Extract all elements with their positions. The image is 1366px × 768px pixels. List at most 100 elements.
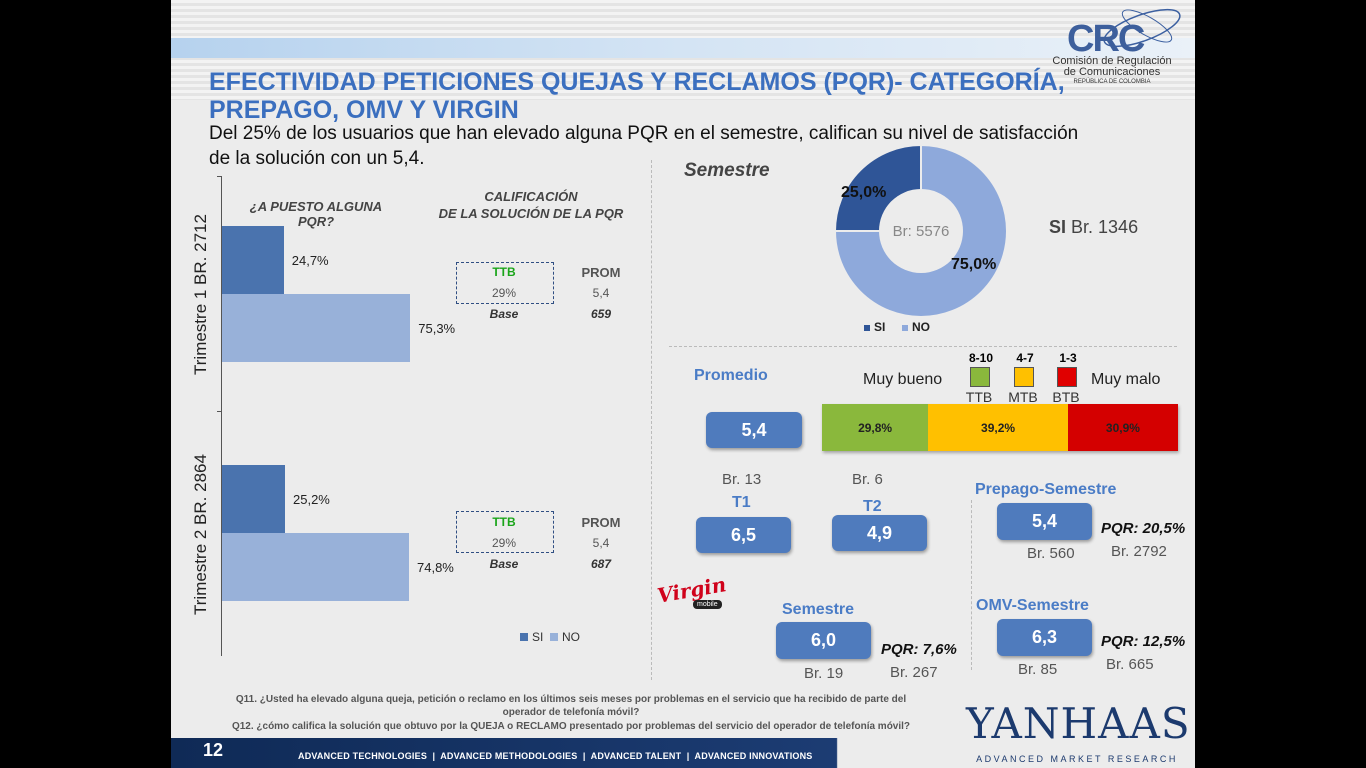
t2-si-bar	[222, 465, 285, 533]
omv-value-box: 6,3	[997, 619, 1092, 656]
slice-si-label: 25,0%	[841, 184, 887, 201]
legend-si-swatch	[520, 633, 528, 641]
scale-muy-malo: Muy malo	[1091, 371, 1161, 388]
virgin-logo: Virgin mobile	[655, 572, 728, 618]
slide: CRC Comisión de Regulación de Comunicaci…	[171, 0, 1195, 768]
virgin-pqr: PQR: 7,6%	[881, 641, 957, 658]
t2-no-bar	[222, 533, 409, 601]
page-number: 12	[203, 740, 224, 760]
t1-si-bar	[222, 226, 284, 294]
t2-value-box: 4,9	[832, 515, 927, 551]
scale-code-btb: BTB	[1052, 389, 1080, 405]
t1-no-label: 75,3%	[418, 321, 456, 336]
question-q11-line1: Q11. ¿Usted ha elevado alguna queja, pet…	[235, 694, 907, 705]
t1-prom-value: 5,4	[592, 286, 610, 300]
t2-base-value: 687	[590, 557, 612, 571]
right-divider-v	[971, 500, 972, 670]
trimestre-1-label: Trimestre 1 BR. 2712	[191, 214, 210, 375]
donut-hole	[879, 189, 963, 273]
crc-logo-icon	[1103, 8, 1181, 48]
footer-tagline: ADVANCED TECHNOLOGIES | ADVANCED METHODO…	[298, 751, 813, 761]
crc-line2: de Comunicaciones	[1063, 66, 1161, 78]
prepago-br2: Br. 2792	[1111, 543, 1167, 560]
right-divider	[669, 346, 1177, 347]
left-legend: SI NO	[520, 630, 580, 644]
yanhaas-logo: YANHAAS	[966, 699, 1191, 748]
promedio-value-box: 5,4	[706, 412, 802, 448]
crc-line3: REPÚBLICA DE COLOMBIA	[1073, 79, 1151, 85]
t1-value-box: 6,5	[696, 517, 791, 553]
omv-br2: Br. 665	[1106, 656, 1154, 673]
donut-legend-no: NO	[912, 320, 931, 334]
t1-base-value: 659	[590, 307, 612, 321]
t2-ttb-label: TTB	[492, 515, 516, 529]
prepago-value-box: 5,4	[997, 503, 1092, 540]
page-title: EFECTIVIDAD PETICIONES QUEJAS Y RECLAMOS…	[209, 68, 1065, 124]
t2-base-label: Base	[489, 557, 519, 571]
scale-range-ttb: 8-10	[968, 351, 994, 365]
left-axis-line	[221, 176, 222, 656]
scale-swatch-ttb	[970, 367, 990, 387]
omv-pqr: PQR: 12,5%	[1101, 633, 1186, 650]
footer-bar	[171, 738, 1195, 768]
legend-si-text: SI	[532, 630, 544, 644]
t1-no-bar	[222, 294, 411, 362]
t1-ttb-label: TTB	[492, 265, 516, 279]
scale-muy-bueno: Muy bueno	[863, 371, 943, 388]
donut-center-label: Br: 5576	[892, 223, 950, 240]
stack-segment-ttb: 29,8%	[822, 404, 929, 451]
promedio-br: Br. 13	[722, 471, 762, 488]
crc-logo: CRC Comisión de Regulación de Comunicaci…	[1047, 8, 1195, 98]
cal-header-1: CALIFICACIÓN	[484, 189, 578, 204]
virgin-value-box: 6,0	[776, 622, 871, 659]
t2-right-label: T2	[863, 498, 882, 515]
omv-br: Br. 85	[1018, 661, 1058, 678]
t1-prom-label: PROM	[581, 265, 621, 280]
q-header: ¿A PUESTO ALGUNA PQR?	[249, 199, 383, 229]
prepago-br: Br. 560	[1027, 545, 1075, 562]
t1-si-label: 24,7%	[291, 253, 329, 268]
t2-prom-value: 5,4	[592, 536, 610, 550]
virgin-logo-sub: mobile	[693, 600, 722, 609]
page-subtitle: Del 25% de los usuarios que han elevado …	[209, 123, 1079, 169]
donut-chart	[833, 143, 1008, 318]
yanhaas-sub: ADVANCED MARKET RESEARCH	[976, 754, 1178, 764]
question-q11-line2: operador de telefonía móvil?	[502, 707, 640, 718]
slice-no-label: 75,0%	[951, 256, 997, 273]
question-q12: Q12. ¿cómo califica la solución que obtu…	[231, 721, 911, 732]
cal-header-2: DE LA SOLUCIÓN DE LA PQR	[438, 206, 624, 221]
stack-segment-btb: 30,9%	[1067, 404, 1178, 451]
legend-no-swatch	[550, 633, 559, 641]
crc-abbr: CRC	[1067, 18, 1145, 60]
scale-code-ttb: TTB	[965, 389, 993, 405]
t1-base-label: Base	[489, 307, 519, 321]
donut-legend: SI NO	[864, 320, 930, 334]
promedio-br2: Br. 6	[852, 471, 883, 488]
t1-ttb-value: 29%	[491, 286, 517, 300]
t1-ttb-box	[456, 262, 554, 304]
donut-side-si: SI	[1049, 217, 1067, 237]
t2-si-label: 25,2%	[293, 492, 330, 507]
donut-side-br-value: Br. 1346	[1071, 217, 1139, 237]
prepago-pqr: PQR: 20,5%	[1101, 520, 1186, 537]
scale-range-mtb: 4-7	[1016, 351, 1034, 365]
virgin-semestre-label: Semestre	[782, 601, 855, 618]
stack-segment-mtb: 39,2%	[928, 404, 1068, 451]
omv-label: OMV-Semestre	[976, 597, 1089, 614]
legend-no-text: NO	[562, 630, 581, 644]
scale-code-mtb: MTB	[1008, 389, 1038, 405]
crc-line1: Comisión de Regulación	[1052, 55, 1172, 67]
t2-prom-label: PROM	[581, 515, 621, 530]
donut-legend-si: SI	[874, 320, 886, 334]
donut-title: Semestre	[684, 160, 770, 181]
header-blue-band	[171, 38, 1195, 58]
t2-ttb-value: 29%	[491, 536, 517, 550]
t1-right-label: T1	[732, 494, 751, 511]
satisfaction-stacked-bar: 29,8% 39,2% 30,9%	[822, 404, 1178, 451]
panel-divider	[651, 160, 652, 680]
trimestre-2-label: Trimestre 2 BR. 2864	[191, 454, 210, 615]
prepago-label: Prepago-Semestre	[975, 481, 1117, 498]
donut-slice-no	[833, 143, 1008, 318]
virgin-br2: Br. 267	[890, 664, 938, 681]
scale-swatch-mtb	[1014, 367, 1034, 387]
